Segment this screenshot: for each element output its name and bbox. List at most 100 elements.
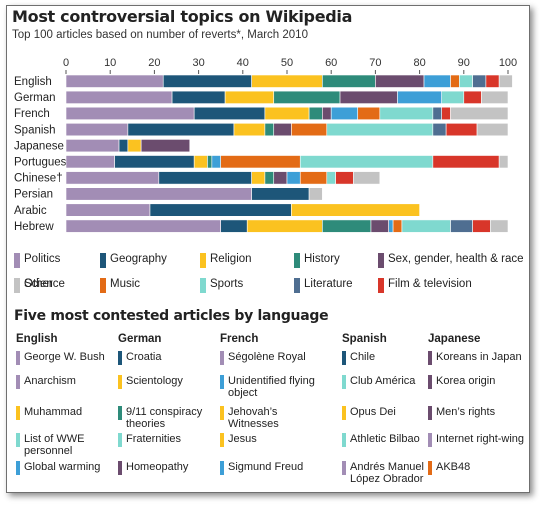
article-title: Club América	[350, 375, 416, 387]
y-category-label: Chinese†	[14, 173, 63, 185]
legend-label: Other	[24, 278, 53, 290]
legend-swatch	[14, 278, 20, 293]
bar-segment	[65, 74, 164, 88]
bar-segment	[171, 90, 226, 104]
article-title: Men’s rights	[436, 406, 496, 418]
bar-segment	[140, 139, 191, 153]
bar-segment	[211, 155, 222, 169]
bar-segment	[401, 219, 451, 233]
legend-swatch	[378, 278, 384, 293]
legend-swatch	[378, 253, 384, 268]
bar-segment	[375, 74, 425, 88]
bar-segment	[485, 74, 500, 88]
article-category-swatch	[16, 351, 20, 365]
bar-segment	[264, 123, 275, 137]
x-tick-label: 90	[458, 57, 470, 69]
legend-label: Film & television	[388, 278, 472, 290]
legend-label: Geography	[110, 253, 167, 265]
bar-segment	[251, 171, 266, 185]
bar-segment	[114, 155, 195, 169]
article-category-swatch	[428, 406, 432, 420]
article-category-swatch	[16, 433, 20, 447]
article-category-swatch	[118, 433, 122, 447]
article-category-swatch	[220, 375, 224, 389]
y-category-label: German	[14, 92, 56, 104]
bar-segment	[330, 106, 359, 120]
legend-swatch	[200, 253, 206, 268]
bar-segment	[65, 171, 160, 185]
bar-segment	[65, 155, 115, 169]
article-title: AKB48	[436, 461, 471, 473]
bar-segment	[459, 74, 473, 88]
article-category-swatch	[428, 433, 432, 447]
bar-segment	[445, 123, 478, 137]
legend-label: Music	[110, 278, 141, 290]
bar-segment	[498, 74, 513, 88]
bar-segment	[118, 139, 129, 153]
article-title: Fraternities	[126, 433, 182, 445]
article-title: Athletic Bilbao	[350, 433, 420, 445]
legend-swatch	[100, 253, 106, 268]
x-tick-label: 30	[192, 57, 204, 69]
legend-label: Sex, gender, health & race	[388, 253, 524, 265]
bar-segment	[450, 219, 473, 233]
bar-segment	[224, 90, 275, 104]
bar-segment	[423, 74, 451, 88]
bar-segment	[299, 155, 434, 169]
y-category-label: French	[14, 108, 50, 120]
bar-segment	[322, 219, 372, 233]
article-title: Global warming	[24, 461, 101, 473]
bar-segment	[207, 155, 213, 169]
legend-label: Sports	[210, 278, 244, 290]
bar-segment	[339, 90, 398, 104]
bar-segment	[326, 123, 434, 137]
bar-segment	[450, 106, 509, 120]
bar-segment	[326, 171, 336, 185]
bar-segment	[441, 106, 451, 120]
bar-segment	[432, 123, 447, 137]
language-heading: French	[220, 333, 259, 345]
article-category-swatch	[16, 375, 20, 389]
bar-segment	[251, 187, 310, 201]
article-title: Jehovah’s Witnesses	[228, 406, 279, 430]
x-tick-label: 40	[237, 57, 249, 69]
bar-segment	[65, 187, 252, 201]
bar-segment	[432, 106, 442, 120]
article-title: Jesus	[228, 433, 257, 445]
legend-label: Literature	[304, 278, 353, 290]
bar-segment	[246, 219, 323, 233]
article-category-swatch	[16, 461, 20, 475]
x-tick-label: 60	[325, 57, 337, 69]
bar-segment	[264, 171, 275, 185]
article-title: Anarchism	[24, 375, 76, 387]
article-category-swatch	[118, 375, 122, 389]
legend-swatch	[294, 278, 300, 293]
article-title: Scientology	[126, 375, 183, 387]
bar-segment	[273, 171, 288, 185]
article-category-swatch	[16, 406, 20, 420]
bar-segment	[65, 106, 195, 120]
x-tick-label: 0	[63, 57, 69, 69]
bar-segment	[370, 219, 389, 233]
bar-segment	[476, 123, 509, 137]
bar-segment	[472, 219, 491, 233]
legend-swatch	[200, 278, 206, 293]
bar-segment	[463, 90, 482, 104]
article-title: Internet right-wing	[436, 433, 525, 445]
language-heading: English	[16, 333, 58, 345]
bar-segment	[357, 106, 381, 120]
x-tick-label: 50	[281, 57, 293, 69]
bar-segment	[291, 203, 420, 217]
bar-segment	[233, 123, 266, 137]
bar-segment	[450, 74, 460, 88]
article-category-swatch	[220, 461, 224, 475]
legend-label: Religion	[210, 253, 252, 265]
y-category-label: Persian	[14, 189, 53, 201]
article-category-swatch	[342, 461, 346, 475]
bar-segment	[308, 187, 323, 201]
article-category-swatch	[220, 351, 224, 365]
article-category-swatch	[342, 406, 346, 420]
article-title: Korea origin	[436, 375, 496, 387]
y-category-label: Japanese	[14, 140, 64, 152]
x-tick-label: 20	[148, 57, 160, 69]
